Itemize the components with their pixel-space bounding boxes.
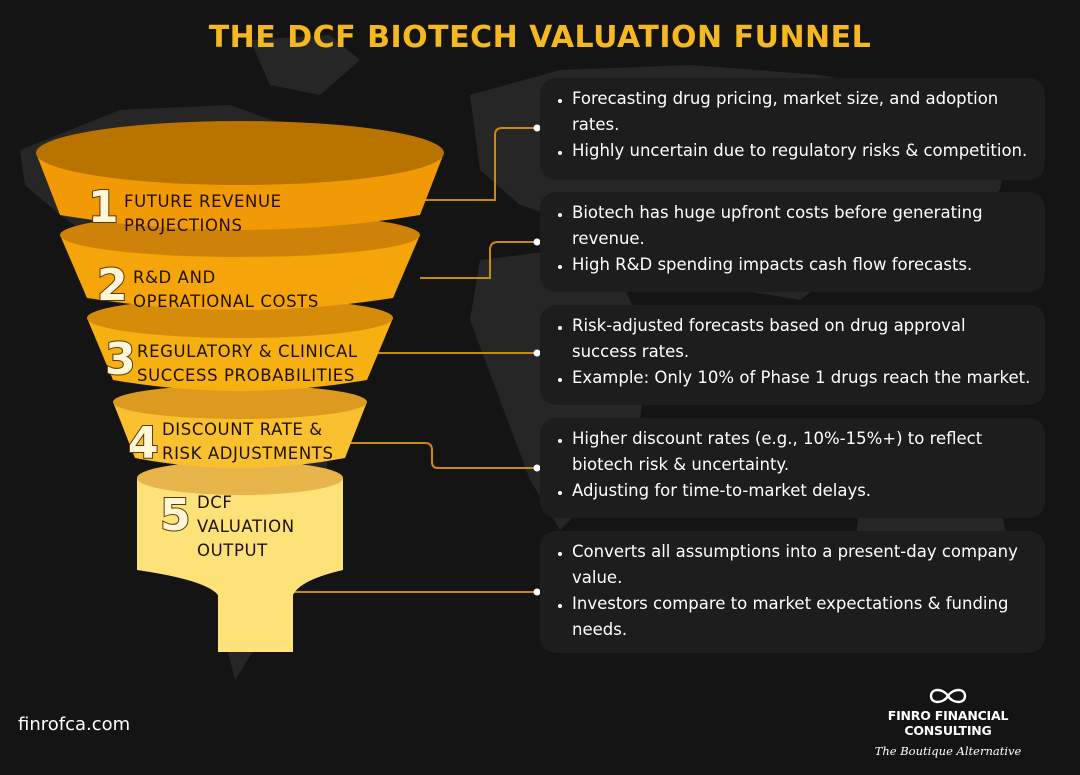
stage-3-bullet-1: Risk-adjusted forecasts based on drug ap… <box>572 313 1031 365</box>
stage-5-description: Converts all assumptions into a present-… <box>540 531 1045 653</box>
stage-number-2: 2 <box>97 260 128 311</box>
stage-1-description: Forecasting drug pricing, market size, a… <box>540 78 1045 180</box>
page-title: THE DCF BIOTECH VALUATION FUNNEL <box>208 20 872 55</box>
funnel-stage-3-body <box>87 318 393 391</box>
stage-3-description: Risk-adjusted forecasts based on drug ap… <box>540 305 1045 405</box>
stage-2-bullet-1: Biotech has huge upfront costs before ge… <box>572 200 1031 252</box>
stage-label-4: DISCOUNT RATE & RISK ADJUSTMENTS <box>162 420 334 463</box>
connector-dots <box>533 124 541 596</box>
funnel-stage-5 <box>137 461 343 652</box>
connector-line-1 <box>425 127 537 201</box>
brand-tagline: The Boutique Alternative <box>874 744 1022 758</box>
stage-number-5: 5 <box>160 490 191 541</box>
stage-label-2: R&D AND OPERATIONAL COSTS <box>133 268 319 311</box>
funnel-stage-1 <box>36 121 444 230</box>
stage-number-3: 3 <box>105 334 136 385</box>
stage-1-bullet-1: Forecasting drug pricing, market size, a… <box>572 86 1031 138</box>
connector-line-4 <box>345 442 537 469</box>
stage-2-bullet-2: High R&D spending impacts cash flow fore… <box>572 252 1031 278</box>
funnel-stage-5-body <box>137 478 343 652</box>
stage-4-bullet-2: Adjusting for time-to-market delays. <box>572 478 1031 504</box>
brand-name: FINRO FINANCIAL CONSULTING <box>887 708 1009 738</box>
stage-3-bullet-2: Example: Only 10% of Phase 1 drugs reach… <box>572 365 1031 391</box>
website-url[interactable]: finrofca.com <box>18 714 131 735</box>
funnel-stage-4-body <box>113 402 367 468</box>
stage-label-5: DCF VALUATION OUTPUT <box>197 493 295 560</box>
stage-number-1: 1 <box>88 182 119 233</box>
stage-5-bullet-1: Converts all assumptions into a present-… <box>572 539 1031 591</box>
stage-1-bullet-2: Highly uncertain due to regulatory risks… <box>572 138 1031 164</box>
connector-line-2 <box>420 241 537 279</box>
funnel-stage-4 <box>113 385 367 468</box>
infinity-icon <box>929 688 967 704</box>
stage-4-bullet-1: Higher discount rates (e.g., 10%-15%+) t… <box>572 426 1031 478</box>
stage-label-3: REGULATORY & CLINICAL SUCCESS PROBABILIT… <box>137 342 358 385</box>
brand-block: FINRO FINANCIAL CONSULTING The Boutique … <box>858 686 1038 758</box>
stage-2-description: Biotech has huge upfront costs before ge… <box>540 192 1045 292</box>
stage-label-1: FUTURE REVENUE PROJECTIONS <box>124 192 282 235</box>
stage-4-description: Higher discount rates (e.g., 10%-15%+) t… <box>540 418 1045 518</box>
stage-5-bullet-2: Investors compare to market expectations… <box>572 591 1031 643</box>
funnel-stage-3 <box>87 298 393 391</box>
connector-lines <box>293 127 537 593</box>
stage-number-4: 4 <box>128 418 159 469</box>
